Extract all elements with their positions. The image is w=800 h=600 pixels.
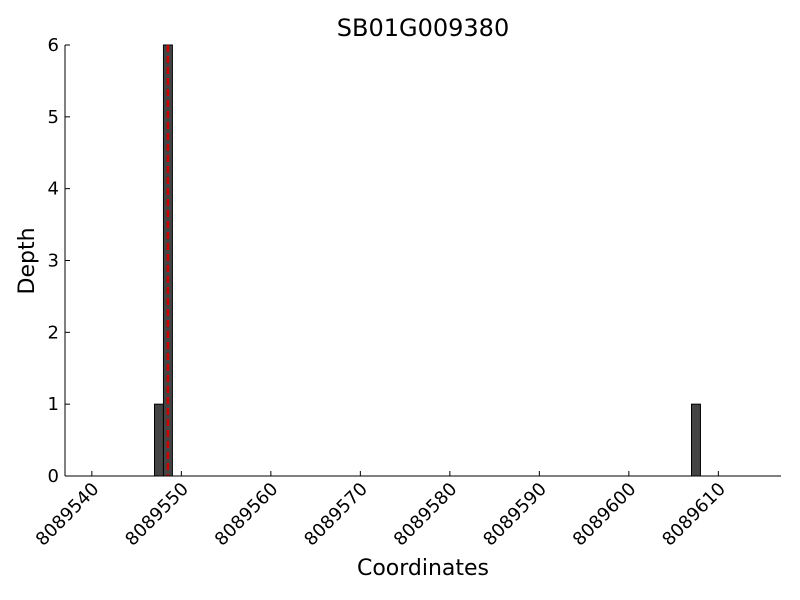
x-tick-label: 8089550 [121, 479, 193, 551]
x-tick-label: 8089600 [569, 479, 641, 551]
y-tick-label: 0 [48, 466, 59, 487]
y-tick-label: 6 [48, 35, 59, 56]
x-tick-label: 8089570 [300, 479, 372, 551]
x-tick-label: 8089540 [32, 479, 104, 551]
bar [691, 403, 701, 477]
y-tick-label: 2 [48, 322, 59, 343]
x-tick-label: 8089580 [390, 479, 462, 551]
x-axis-label: Coordinates [357, 556, 489, 581]
y-axis-label: Depth [15, 227, 40, 294]
y-tick-label: 4 [48, 179, 59, 200]
y-tick-label: 5 [48, 107, 59, 128]
bar [154, 403, 164, 477]
x-tick-label: 8089610 [658, 479, 730, 551]
chart-title: SB01G009380 [337, 14, 509, 42]
x-tick-label: 8089560 [211, 479, 283, 551]
y-tick-label: 3 [48, 251, 59, 272]
y-tick-label: 1 [48, 394, 59, 415]
x-tick-label: 8089590 [479, 479, 551, 551]
